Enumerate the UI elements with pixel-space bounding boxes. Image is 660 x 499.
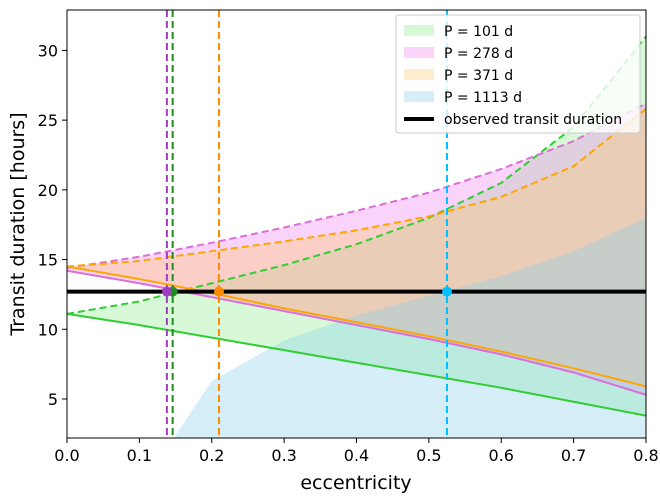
x-tick-label: 0.7 [561, 446, 586, 465]
plot-area [67, 10, 646, 438]
x-tick-label: 0.0 [54, 446, 79, 465]
legend-swatch [404, 91, 434, 102]
x-tick-label: 0.1 [127, 446, 152, 465]
y-tick-label: 20 [38, 181, 58, 200]
y-axis-label: Transit duration [hours] [7, 112, 29, 336]
x-axis-label: eccentricity [300, 472, 411, 494]
lower-line [67, 265, 646, 388]
x-tick-label: 0.8 [633, 446, 658, 465]
legend-label: observed transit duration [444, 112, 622, 128]
legend-box [395, 14, 641, 134]
y-tick-label: 10 [38, 320, 58, 339]
x-tick-label: 0.3 [271, 446, 296, 465]
band-fill [67, 36, 646, 416]
legend-label: P = 1113 d [444, 90, 522, 106]
band-fill [67, 103, 646, 395]
y-tick-label: 25 [38, 111, 58, 130]
legend-swatch [404, 25, 434, 36]
legend-label: P = 371 d [444, 68, 513, 84]
x-tick-label: 0.4 [344, 446, 369, 465]
band-fill [67, 108, 646, 387]
legend-swatch [404, 69, 434, 80]
band-fill [175, 217, 646, 438]
x-tick-label: 0.2 [199, 446, 224, 465]
legend-swatch [404, 47, 434, 58]
upper-line [67, 108, 646, 268]
y-tick-label: 5 [48, 390, 58, 409]
y-tick-label: 15 [38, 251, 58, 270]
crossing-point [161, 286, 172, 297]
upper-line [67, 102, 646, 269]
y-tick-label: 30 [38, 41, 58, 60]
lower-line [67, 312, 646, 417]
crossing-point [441, 286, 452, 297]
upper-line [67, 35, 646, 315]
x-tick-label: 0.5 [416, 446, 441, 465]
x-tick-label: 0.6 [489, 446, 514, 465]
legend-label: P = 101 d [444, 24, 513, 40]
crossing-point [213, 286, 224, 297]
lower-line [67, 269, 646, 396]
legend-label: P = 278 d [444, 46, 513, 62]
